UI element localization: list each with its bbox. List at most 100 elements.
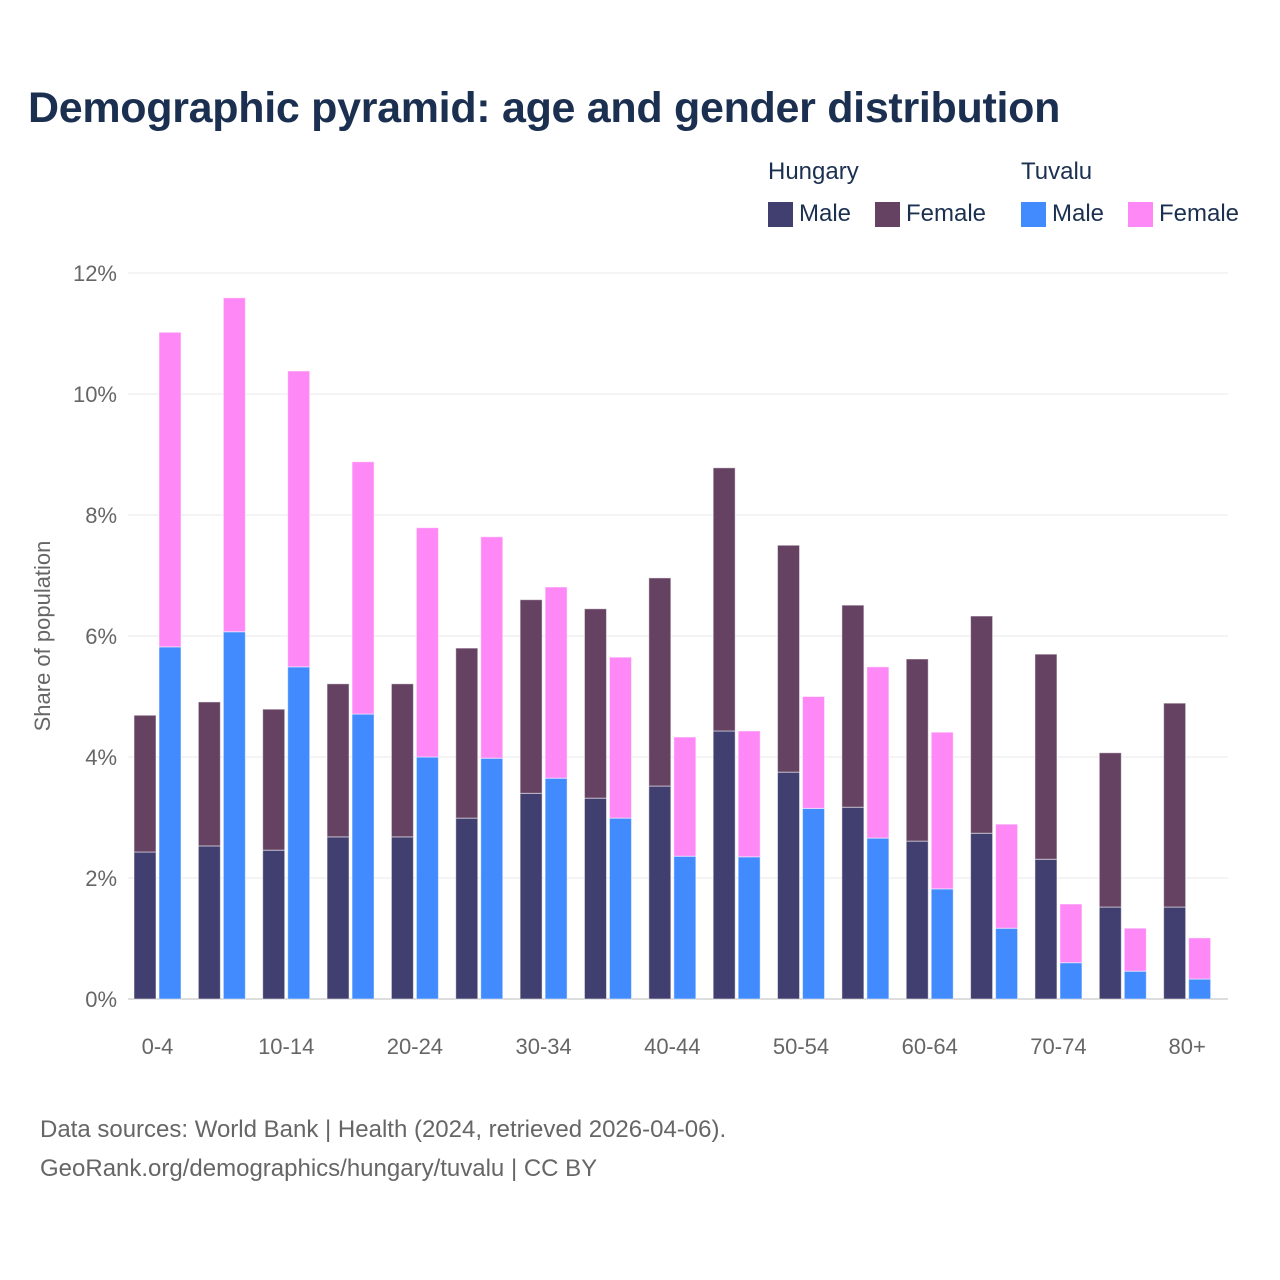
bar-hungary-female — [583, 608, 607, 799]
bar-hungary-male — [262, 849, 286, 1000]
bar-hungary-male — [326, 836, 350, 1000]
x-tick-label: 0-4 — [142, 1034, 174, 1059]
bar-tuvalu-female — [1188, 937, 1212, 980]
bar-tuvalu-female — [1059, 903, 1083, 964]
legend-label: Male — [1052, 200, 1105, 227]
chart-title: Demographic pyramid: age and gender dist… — [28, 84, 1061, 132]
legend-swatch — [768, 201, 793, 227]
bar-hungary-male — [712, 730, 736, 1000]
y-tick-label: 10% — [73, 382, 117, 407]
bar-hungary-female — [905, 658, 929, 842]
bar-tuvalu-male — [608, 817, 632, 1000]
bar-hungary-male — [519, 792, 543, 1000]
x-tick-label: 80+ — [1168, 1034, 1205, 1059]
bar-hungary-male — [1098, 906, 1122, 1000]
bar-tuvalu-male — [222, 631, 246, 1000]
legend-swatch — [875, 201, 900, 227]
chart-plot: 0% 2% 4% 6% 8% 10% 12% Share of population 0-4 10… — [30, 261, 1228, 1059]
bar-hungary-female — [519, 599, 543, 794]
bar-tuvalu-female — [480, 536, 504, 759]
legend-tuvalu-female: Female — [1128, 200, 1239, 228]
bar-tuvalu-female — [673, 736, 697, 857]
legend-label: Female — [1159, 200, 1240, 227]
bar-hungary-female — [777, 544, 801, 773]
x-tick-label: 50-54 — [773, 1034, 829, 1059]
legend-label: Male — [799, 200, 852, 227]
bar-hungary-male — [390, 836, 414, 1000]
bar-hungary-male — [1034, 858, 1058, 1000]
bar-tuvalu-male — [1059, 962, 1083, 1000]
x-tick-label: 40-44 — [644, 1034, 700, 1059]
bar-hungary-male — [905, 840, 929, 1000]
bar-tuvalu-female — [802, 696, 826, 809]
y-tick-label: 6% — [85, 624, 117, 649]
bar-tuvalu-male — [415, 756, 439, 1000]
bar-hungary-male — [777, 771, 801, 1000]
y-tick-label: 12% — [73, 261, 117, 286]
bar-tuvalu-male — [866, 837, 890, 1000]
bar-tuvalu-male — [673, 855, 697, 1000]
y-axis-label: Share of population — [30, 541, 55, 732]
bar-tuvalu-female — [1123, 927, 1147, 972]
bar-hungary-female — [197, 701, 221, 847]
bar-tuvalu-male — [930, 888, 954, 1000]
y-tick-label: 4% — [85, 745, 117, 770]
bar-hungary-female — [326, 683, 350, 838]
bar-tuvalu-male — [544, 777, 568, 1000]
legend-group-hungary: Hungary — [768, 158, 859, 185]
bar-hungary-female — [1034, 653, 1058, 860]
bar-hungary-female — [390, 683, 414, 838]
bar-tuvalu-female — [222, 297, 246, 633]
bar-hungary-male — [648, 785, 672, 1000]
bar-hungary-male — [841, 806, 865, 1000]
bar-hungary-male — [133, 851, 157, 1000]
bar-tuvalu-female — [544, 586, 568, 779]
x-tick-label: 70-74 — [1030, 1034, 1086, 1059]
bar-tuvalu-male — [737, 856, 761, 1000]
legend-hungary-female: Female — [875, 200, 986, 228]
bar-tuvalu-female — [995, 823, 1019, 929]
bar-tuvalu-male — [1188, 978, 1212, 1000]
legend-group-tuvalu: Tuvalu — [1021, 158, 1093, 185]
legend-tuvalu-male: Male — [1021, 200, 1104, 228]
bar-tuvalu-male — [802, 807, 826, 1000]
bar-hungary-female — [133, 714, 157, 853]
bar-hungary-male — [197, 845, 221, 1000]
bar-hungary-female — [455, 647, 479, 819]
legend-swatch — [1128, 201, 1153, 227]
bar-tuvalu-female — [737, 730, 761, 858]
bar-tuvalu-female — [930, 731, 954, 890]
bar-tuvalu-female — [158, 331, 182, 648]
bar-tuvalu-female — [415, 527, 439, 758]
y-tick-label: 0% — [85, 987, 117, 1012]
bar-tuvalu-female — [608, 656, 632, 819]
bar-tuvalu-male — [158, 646, 182, 1000]
bar-hungary-male — [455, 817, 479, 1000]
bar-hungary-female — [970, 615, 994, 834]
bar-tuvalu-female — [351, 461, 375, 715]
y-tick-label: 2% — [85, 866, 117, 891]
x-tick-label: 20-24 — [387, 1034, 443, 1059]
bar-hungary-female — [841, 604, 865, 808]
x-tick-label: 10-14 — [258, 1034, 314, 1059]
x-tick-label: 30-34 — [515, 1034, 571, 1059]
bar-tuvalu-female — [866, 666, 890, 839]
bar-hungary-female — [648, 577, 672, 787]
bar-tuvalu-male — [1123, 970, 1147, 1000]
bar-hungary-female — [1163, 702, 1187, 908]
y-tick-label: 8% — [85, 503, 117, 528]
bar-hungary-male — [583, 797, 607, 1000]
bar-hungary-female — [1098, 752, 1122, 908]
bar-hungary-male — [1163, 906, 1187, 1000]
bar-tuvalu-male — [480, 757, 504, 1000]
bar-hungary-male — [970, 832, 994, 1000]
footer-credit: GeoRank.org/demographics/hungary/tuvalu … — [40, 1155, 598, 1182]
legend-hungary-male: Male — [768, 200, 851, 228]
x-tick-label: 60-64 — [902, 1034, 958, 1059]
bar-hungary-female — [262, 708, 286, 851]
bar-tuvalu-male — [351, 713, 375, 1000]
bar-tuvalu-male — [995, 927, 1019, 1000]
legend-label: Female — [906, 200, 987, 227]
legend-swatch — [1021, 201, 1046, 227]
bar-tuvalu-female — [287, 370, 311, 668]
